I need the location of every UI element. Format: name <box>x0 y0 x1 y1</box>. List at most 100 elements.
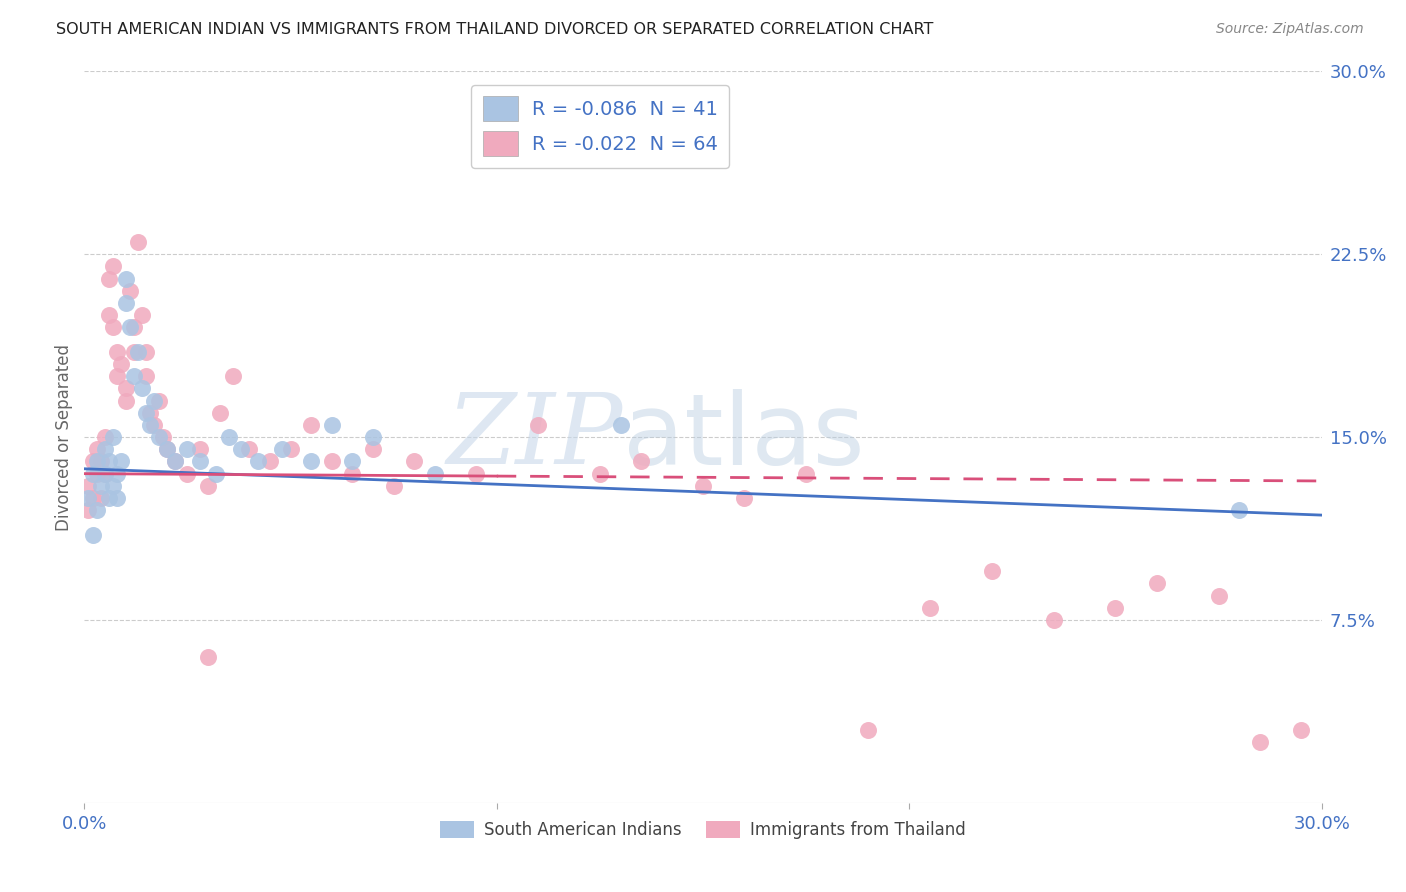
Point <box>86 442 108 457</box>
Point <box>94 430 117 444</box>
Point <box>342 454 364 468</box>
Point <box>1104 600 1126 615</box>
Point <box>82 467 104 481</box>
Point <box>165 454 187 468</box>
Point <box>143 393 166 408</box>
Point <box>103 260 125 274</box>
Point <box>135 369 157 384</box>
Point <box>94 467 117 481</box>
Point <box>114 393 136 408</box>
Point <box>135 406 157 420</box>
Point <box>238 442 260 457</box>
Point <box>114 296 136 310</box>
Point <box>794 467 817 481</box>
Point <box>188 454 211 468</box>
Point <box>103 479 125 493</box>
Point <box>222 369 245 384</box>
Point <box>321 417 343 432</box>
Point <box>856 723 879 737</box>
Point <box>299 454 322 468</box>
Point <box>94 442 117 457</box>
Point <box>139 406 162 420</box>
Point <box>82 491 104 505</box>
Point <box>246 454 269 468</box>
Point <box>1208 589 1230 603</box>
Point <box>1146 576 1168 591</box>
Point <box>568 101 591 115</box>
Point <box>131 308 153 322</box>
Point <box>609 417 631 432</box>
Point <box>1289 723 1312 737</box>
Point <box>197 649 219 664</box>
Point <box>404 454 426 468</box>
Text: SOUTH AMERICAN INDIAN VS IMMIGRANTS FROM THAILAND DIVORCED OR SEPARATED CORRELAT: SOUTH AMERICAN INDIAN VS IMMIGRANTS FROM… <box>56 22 934 37</box>
Point <box>90 454 112 468</box>
Y-axis label: Divorced or Separated: Divorced or Separated <box>55 343 73 531</box>
Point <box>148 430 170 444</box>
Point <box>86 454 108 468</box>
Point <box>692 479 714 493</box>
Point <box>98 271 121 285</box>
Point <box>423 467 446 481</box>
Point <box>152 430 174 444</box>
Point <box>361 442 384 457</box>
Point <box>229 442 252 457</box>
Point <box>165 454 187 468</box>
Point <box>82 527 104 541</box>
Text: atlas: atlas <box>623 389 865 485</box>
Point <box>176 442 198 457</box>
Point <box>299 417 322 432</box>
Point <box>122 369 145 384</box>
Point <box>197 479 219 493</box>
Point <box>98 454 121 468</box>
Point <box>321 454 343 468</box>
Point <box>105 369 128 384</box>
Point <box>110 357 132 371</box>
Point <box>82 454 104 468</box>
Point <box>918 600 941 615</box>
Point <box>105 491 128 505</box>
Point <box>86 467 108 481</box>
Point <box>980 564 1002 578</box>
Point <box>382 479 405 493</box>
Point <box>90 479 112 493</box>
Point <box>103 320 125 334</box>
Point <box>110 454 132 468</box>
Point <box>188 442 211 457</box>
Point <box>105 467 128 481</box>
Point <box>77 479 100 493</box>
Point <box>733 491 755 505</box>
Point <box>90 491 112 505</box>
Point <box>527 417 550 432</box>
Point <box>122 344 145 359</box>
Point <box>156 442 179 457</box>
Point <box>1042 613 1064 627</box>
Point <box>127 344 149 359</box>
Text: ZIP: ZIP <box>446 390 623 484</box>
Point <box>218 430 240 444</box>
Point <box>589 467 612 481</box>
Point <box>176 467 198 481</box>
Point <box>86 503 108 517</box>
Point <box>259 454 281 468</box>
Point <box>271 442 294 457</box>
Point <box>114 271 136 285</box>
Point <box>77 503 100 517</box>
Point <box>630 454 652 468</box>
Point <box>148 393 170 408</box>
Point <box>280 442 302 457</box>
Point <box>122 320 145 334</box>
Point <box>135 344 157 359</box>
Point <box>209 406 232 420</box>
Point <box>156 442 179 457</box>
Point <box>143 417 166 432</box>
Point <box>131 381 153 395</box>
Point <box>1227 503 1250 517</box>
Point <box>105 344 128 359</box>
Point <box>118 284 141 298</box>
Point <box>114 381 136 395</box>
Point <box>205 467 228 481</box>
Point <box>127 235 149 249</box>
Point <box>98 308 121 322</box>
Point <box>139 417 162 432</box>
